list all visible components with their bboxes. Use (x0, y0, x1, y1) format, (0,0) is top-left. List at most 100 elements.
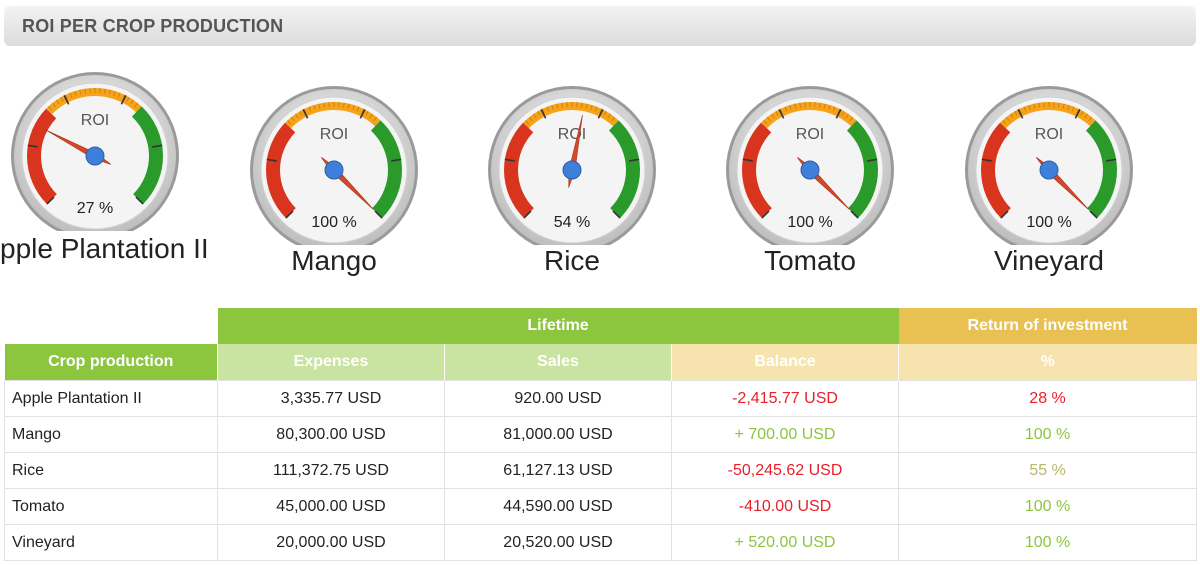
gauge-title: Mango (291, 245, 377, 276)
gauge-minor-tick (299, 111, 303, 116)
gauge-minor-tick (122, 94, 126, 100)
gauge-minor-tick (529, 116, 533, 122)
gauge-minor-tick (611, 116, 615, 122)
cell-crop: Vineyard (4, 524, 218, 561)
gauge-major-tick (120, 95, 127, 105)
cell-percent: 100 % (898, 524, 1198, 561)
gauge-minor-tick (1014, 111, 1018, 116)
gauge-band-green (370, 120, 402, 219)
gauge-minor-tick (1010, 113, 1014, 119)
roi-gauge-dial: ROI 100 % (965, 86, 1133, 245)
gauge-minor-tick (841, 111, 845, 116)
cell-balance: -2,415.77 USD (670, 380, 900, 417)
gauge-minor-tick (537, 111, 541, 116)
gauge-minor-tick (84, 88, 86, 94)
table-row[interactable]: Mango 80,300.00 USD 81,000.00 USD + 700.… (4, 416, 1198, 453)
gauge-label: ROI (1035, 126, 1063, 143)
cell-expenses: 80,300.00 USD (217, 416, 445, 453)
gauge-tomato: ROI 100 % Tomato (690, 70, 930, 300)
gauge-minor-tick (525, 120, 530, 125)
gauge-major-tick (1089, 210, 1098, 219)
gauge-label: ROI (558, 126, 586, 143)
gauge-hub (562, 160, 582, 180)
gauge-minor-tick (48, 106, 53, 111)
gauge-band-orange (1000, 102, 1096, 129)
gauge-minor-tick (130, 99, 134, 105)
gauge-minor-tick (60, 97, 64, 102)
gauge-vineyard: ROI 100 % Vineyard (929, 70, 1169, 300)
gauge-apple-plantation: ROI 27 % Apple Plantation II (0, 56, 215, 286)
gauge-minor-tick (819, 102, 821, 108)
cell-balance: + 520.00 USD (670, 524, 900, 561)
group-header-roi: Return of investment (898, 308, 1197, 344)
gauge-major-tick (835, 109, 842, 119)
gauge-label: ROI (81, 112, 109, 129)
gauge-band-red (266, 122, 296, 219)
cell-balance: -410.00 USD (670, 488, 900, 525)
gauge-major-tick (612, 210, 621, 219)
column-header-balance[interactable]: Balance (670, 344, 899, 381)
gauge-minor-tick (546, 106, 550, 112)
gauge-minor-tick (347, 103, 350, 109)
gauge-band-red (981, 122, 1011, 219)
gauge-minor-tick (313, 104, 316, 110)
table-row[interactable]: Rice 111,372.75 USD 61,127.13 USD -50,24… (4, 452, 1198, 489)
cell-sales: 20,520.00 USD (444, 524, 672, 561)
gauge-minor-tick (356, 106, 360, 112)
gauge-minor-tick (789, 104, 792, 110)
roi-gauge-dial: ROI 54 % (488, 86, 656, 245)
gauge-title: Vineyard (993, 245, 1104, 276)
gauge-minor-tick (1028, 104, 1031, 110)
gauge-major-tick (63, 95, 70, 105)
gauge-label: ROI (796, 126, 824, 143)
gauge-minor-tick (56, 99, 60, 105)
column-header-expenses[interactable]: Expenses (217, 344, 445, 381)
gauge-minor-tick (1067, 104, 1070, 110)
cell-expenses: 111,372.75 USD (217, 452, 445, 489)
gauge-minor-tick (590, 104, 593, 110)
gauge-minor-tick (837, 108, 841, 114)
gauge-minor-tick (594, 106, 598, 112)
cell-percent: 28 % (898, 380, 1198, 417)
gauge-minor-tick (763, 120, 768, 125)
column-header-crop[interactable]: Crop production (4, 344, 218, 381)
gauge-minor-tick (369, 113, 373, 119)
gauge-minor-tick (303, 108, 307, 114)
gauge-major-tick (135, 196, 144, 205)
gauge-band-green (608, 120, 640, 219)
cell-expenses: 3,335.77 USD (217, 380, 445, 417)
gauge-major-tick (540, 109, 547, 119)
gauge-title: Tomato (764, 245, 856, 276)
table-row[interactable]: Apple Plantation II 3,335.77 USD 920.00 … (4, 380, 1198, 417)
gauge-minor-tick (1071, 106, 1075, 112)
gauge-major-tick (359, 109, 366, 119)
gauge-minor-tick (295, 113, 299, 119)
gauge-minor-tick (117, 92, 121, 98)
roi-gauge-dial: ROI 27 % (11, 72, 179, 231)
gauge-minor-tick (551, 104, 554, 110)
cell-percent: 100 % (898, 416, 1198, 453)
gauge-major-tick (374, 210, 383, 219)
gauge-major-tick (867, 158, 878, 162)
cell-crop: Rice (4, 452, 218, 489)
gauge-minor-tick (287, 120, 292, 125)
gauge-band-green (131, 106, 164, 205)
column-header-sales[interactable]: Sales (444, 344, 672, 381)
table-row[interactable]: Vineyard 20,000.00 USD 20,520.00 USD + 5… (4, 524, 1198, 561)
gauge-minor-tick (767, 116, 771, 122)
gauge-band-orange (761, 102, 857, 129)
table-row[interactable]: Tomato 45,000.00 USD 44,590.00 USD -410.… (4, 488, 1198, 525)
gauge-minor-tick (1058, 102, 1060, 108)
gauge-value-text: 27 % (77, 200, 113, 217)
gauge-minor-tick (784, 106, 788, 112)
gauge-minor-tick (1062, 103, 1065, 109)
gauge-major-tick (778, 109, 785, 119)
column-header-percent[interactable]: % (898, 344, 1197, 381)
gauge-title: Apple Plantation II (0, 233, 209, 264)
roi-table: Lifetime Return of investment Crop produ… (4, 308, 1198, 561)
gauge-value-text: 100 % (311, 214, 356, 231)
gauge-minor-tick (1038, 102, 1040, 108)
table-corner-spacer (4, 308, 218, 344)
gauge-minor-tick (308, 106, 312, 112)
gauge-major-tick (1017, 109, 1024, 119)
